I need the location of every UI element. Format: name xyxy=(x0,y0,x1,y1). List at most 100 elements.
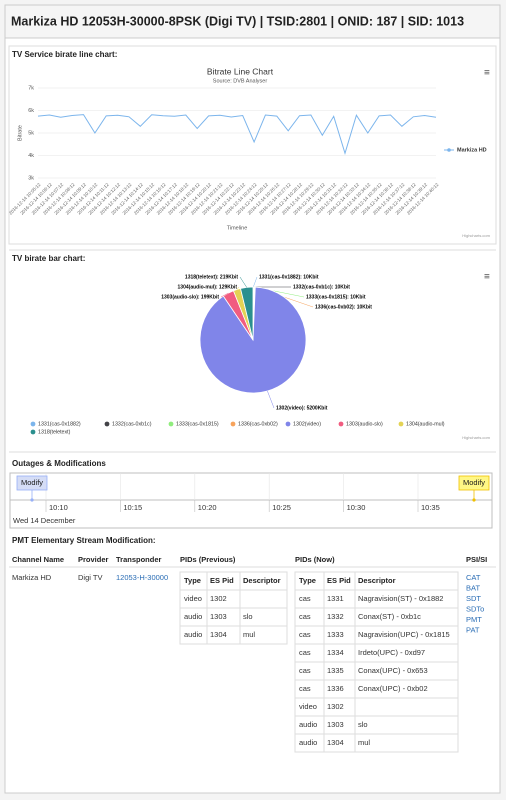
y-tick-label: 5k xyxy=(28,130,34,136)
subtable-header: ES Pid xyxy=(210,576,234,585)
subtable-header: Type xyxy=(299,576,316,585)
legend-label[interactable]: 1336(cas-0xb02) xyxy=(238,421,278,427)
timeline-item[interactable] xyxy=(458,475,490,491)
legend-marker xyxy=(30,429,36,435)
timeline-date: Wed 14 December xyxy=(13,516,76,525)
y-tick-label: 6k xyxy=(28,108,34,114)
table-header: Provider xyxy=(78,555,109,564)
table-header: PIDs (Now) xyxy=(295,555,335,564)
subtable-cell: 1332 xyxy=(327,612,344,621)
subtable-cell: 1303 xyxy=(210,612,227,621)
label-connector xyxy=(239,276,247,288)
psi-link[interactable]: BAT xyxy=(466,583,480,592)
chart-subtitle: Source: DVB Analyser xyxy=(213,78,268,84)
subtable-cell: Conax(UPC) - 0x653 xyxy=(358,666,428,675)
timeline-tick-label: 10:20 xyxy=(198,503,217,512)
chart-menu[interactable]: ≡ xyxy=(484,68,490,79)
psi-link[interactable]: PMT xyxy=(466,615,482,624)
psi-link[interactable]: SDT xyxy=(466,594,481,603)
legend-label[interactable]: 1304(audio-mul) xyxy=(406,421,445,427)
data-label: 1333(cas-0x1815): 10Kbit xyxy=(306,294,366,300)
subtable-cell: cas xyxy=(299,684,311,693)
subtable-cell: 1334 xyxy=(327,648,344,657)
y-tick-label: 7k xyxy=(28,85,34,91)
timeline-item[interactable] xyxy=(16,475,48,491)
label-connector xyxy=(267,390,275,409)
subtable-cell: 1304 xyxy=(327,738,344,747)
timeline-tick-label: 10:10 xyxy=(49,503,68,512)
timeline-tick-label: 10:15 xyxy=(123,503,142,512)
data-label: 1304(audio-mul): 129Kbit xyxy=(178,284,238,290)
timeline-tick-label: 10:35 xyxy=(421,503,440,512)
legend-label[interactable]: 1332(cas-0xb1c) xyxy=(112,421,152,427)
series-line xyxy=(37,114,437,156)
subtable-cell: video xyxy=(184,594,202,603)
page-title: Markiza HD 12053H-30000-8PSK (Digi TV) |… xyxy=(11,14,464,28)
header-bar xyxy=(4,4,501,39)
section-heading: PMT Elementary Stream Modification: xyxy=(12,536,156,545)
legend-marker xyxy=(230,421,236,427)
legend-marker xyxy=(338,421,344,427)
subtable-header: Descriptor xyxy=(243,576,281,585)
subtable-header: Descriptor xyxy=(358,576,396,585)
legend-marker xyxy=(104,421,110,427)
legend-label[interactable]: 1303(audio-slo) xyxy=(346,421,383,427)
subtable-cell: cas xyxy=(299,594,311,603)
legend-label[interactable]: 1318(teletext) xyxy=(38,429,71,435)
data-label: 1331(cas-0x1882): 10Kbit xyxy=(259,274,319,280)
section-heading: TV birate bar chart: xyxy=(12,254,85,263)
table-cell: Markiza HD xyxy=(12,573,52,582)
chart-title: Bitrate Line Chart xyxy=(207,66,274,76)
legend-label[interactable]: 1302(video) xyxy=(293,421,321,427)
subtable-cell: cas xyxy=(299,666,311,675)
psi-link[interactable]: PAT xyxy=(466,625,480,634)
timeline-tick-label: 10:25 xyxy=(272,503,291,512)
line-panel xyxy=(8,45,497,245)
legend-marker xyxy=(168,421,174,427)
label-connector xyxy=(220,292,229,298)
legend-marker xyxy=(398,421,404,427)
psi-link[interactable]: SDTo xyxy=(466,604,484,613)
timeline-item-dot xyxy=(30,498,34,502)
data-label: 1302(video): 5200Kbit xyxy=(276,405,328,411)
subtable-header: Type xyxy=(184,576,201,585)
subtable-cell: cas xyxy=(299,612,311,621)
timeline-tick-label: 10:30 xyxy=(347,503,366,512)
legend-label[interactable]: Markiza HD xyxy=(457,147,487,153)
section-heading: Outages & Modifications xyxy=(12,459,106,468)
legend-marker xyxy=(447,148,451,152)
subtable-cell: slo xyxy=(243,612,253,621)
subtable-cell: Irdeto(UPC) - 0xd97 xyxy=(358,648,425,657)
subtable-cell: 1335 xyxy=(327,666,344,675)
timeline-item-label[interactable]: Modify xyxy=(21,478,43,487)
legend-marker xyxy=(285,421,291,427)
table-header: PSI/SI xyxy=(466,555,487,564)
subtable-cell: 1333 xyxy=(327,630,344,639)
legend-label[interactable]: 1333(cas-0x1815) xyxy=(176,421,219,427)
chart-menu[interactable]: ≡ xyxy=(484,272,490,283)
subtable-cell: mul xyxy=(243,630,255,639)
subtable-cell: Nagravision(ST) - 0x1882 xyxy=(358,594,443,603)
subtable-cell: video xyxy=(299,702,317,711)
y-tick-label: 4k xyxy=(28,153,34,159)
subtable-cell: audio xyxy=(184,630,202,639)
label-connector xyxy=(253,276,258,288)
data-label: 1318(teletext): 219Kbit xyxy=(185,274,238,280)
psi-link[interactable]: CAT xyxy=(466,573,481,582)
subtable-cell: 1304 xyxy=(210,630,227,639)
subtable-cell: cas xyxy=(299,648,311,657)
subtable-cell: Nagravision(UPC) - 0x1815 xyxy=(358,630,450,639)
timeline-item-label[interactable]: Modify xyxy=(463,478,485,487)
legend-label[interactable]: 1331(cas-0x1882) xyxy=(38,421,81,427)
data-label: 1303(audio-slo): 199Kbit xyxy=(161,294,219,300)
timeline-item-dot xyxy=(472,498,476,502)
x-axis-label: Timeline xyxy=(227,225,248,231)
table-header: PIDs (Previous) xyxy=(180,555,236,564)
subtable-cell: mul xyxy=(358,738,370,747)
subtable-cell: audio xyxy=(184,612,202,621)
transponder-link[interactable]: 12053-H-30000 xyxy=(116,573,168,582)
y-axis-label: Bitrate xyxy=(17,125,23,141)
table-header: Transponder xyxy=(116,555,162,564)
